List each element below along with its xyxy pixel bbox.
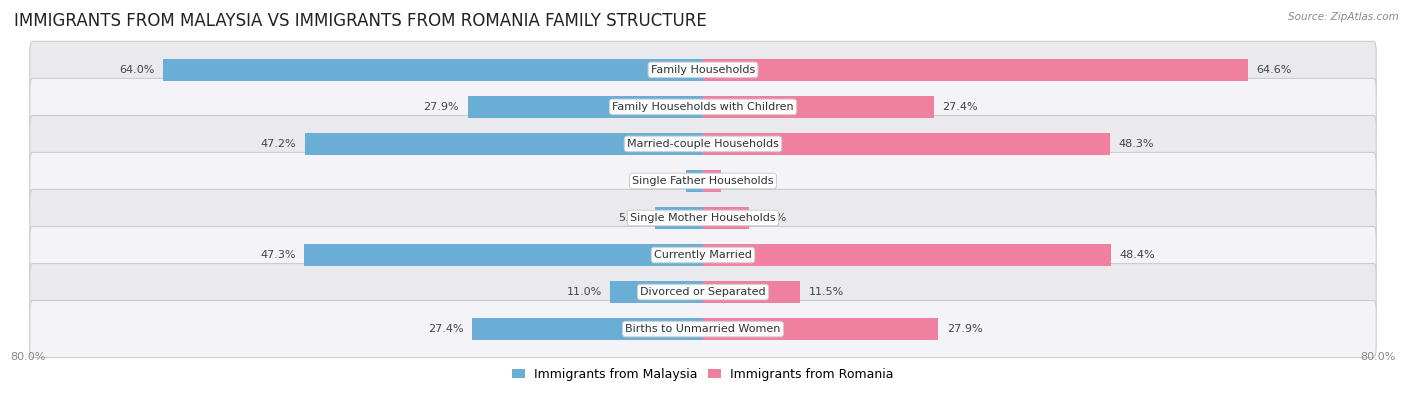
FancyBboxPatch shape [30, 115, 1376, 173]
Bar [472, 318, 703, 340]
Text: 48.4%: 48.4% [1119, 250, 1156, 260]
Text: Source: ZipAtlas.com: Source: ZipAtlas.com [1288, 12, 1399, 22]
Text: 11.5%: 11.5% [808, 287, 844, 297]
Text: 27.9%: 27.9% [946, 324, 983, 334]
Text: 64.0%: 64.0% [120, 65, 155, 75]
Bar [304, 244, 703, 266]
Bar [703, 207, 749, 229]
Text: IMMIGRANTS FROM MALAYSIA VS IMMIGRANTS FROM ROMANIA FAMILY STRUCTURE: IMMIGRANTS FROM MALAYSIA VS IMMIGRANTS F… [14, 12, 707, 30]
Text: Births to Unmarried Women: Births to Unmarried Women [626, 324, 780, 334]
Bar [610, 281, 703, 303]
FancyBboxPatch shape [30, 41, 1376, 98]
Bar [703, 244, 1111, 266]
Bar [703, 281, 800, 303]
FancyBboxPatch shape [30, 152, 1376, 209]
Bar [703, 318, 938, 340]
Text: Family Households with Children: Family Households with Children [612, 102, 794, 112]
Text: Currently Married: Currently Married [654, 250, 752, 260]
Text: 27.4%: 27.4% [427, 324, 464, 334]
Text: 2.1%: 2.1% [730, 176, 758, 186]
Text: 5.7%: 5.7% [619, 213, 647, 223]
Text: 47.3%: 47.3% [260, 250, 295, 260]
Bar [468, 96, 703, 118]
FancyBboxPatch shape [30, 190, 1376, 246]
Text: 27.9%: 27.9% [423, 102, 460, 112]
Legend: Immigrants from Malaysia, Immigrants from Romania: Immigrants from Malaysia, Immigrants fro… [508, 363, 898, 386]
Text: 11.0%: 11.0% [567, 287, 602, 297]
Bar [703, 170, 721, 192]
FancyBboxPatch shape [30, 78, 1376, 135]
Text: 5.5%: 5.5% [758, 213, 786, 223]
Text: Family Households: Family Households [651, 65, 755, 75]
Bar [703, 133, 1111, 155]
Text: Divorced or Separated: Divorced or Separated [640, 287, 766, 297]
Text: Single Mother Households: Single Mother Households [630, 213, 776, 223]
Bar [686, 170, 703, 192]
Bar [703, 96, 934, 118]
FancyBboxPatch shape [30, 301, 1376, 357]
Bar [163, 59, 703, 81]
FancyBboxPatch shape [30, 263, 1376, 321]
Bar [703, 59, 1249, 81]
Text: 64.6%: 64.6% [1257, 65, 1292, 75]
Text: 2.0%: 2.0% [650, 176, 678, 186]
Bar [655, 207, 703, 229]
Text: Single Father Households: Single Father Households [633, 176, 773, 186]
Text: Married-couple Households: Married-couple Households [627, 139, 779, 149]
Text: 48.3%: 48.3% [1119, 139, 1154, 149]
FancyBboxPatch shape [30, 226, 1376, 284]
Bar [305, 133, 703, 155]
Text: 47.2%: 47.2% [260, 139, 297, 149]
Text: 27.4%: 27.4% [942, 102, 979, 112]
